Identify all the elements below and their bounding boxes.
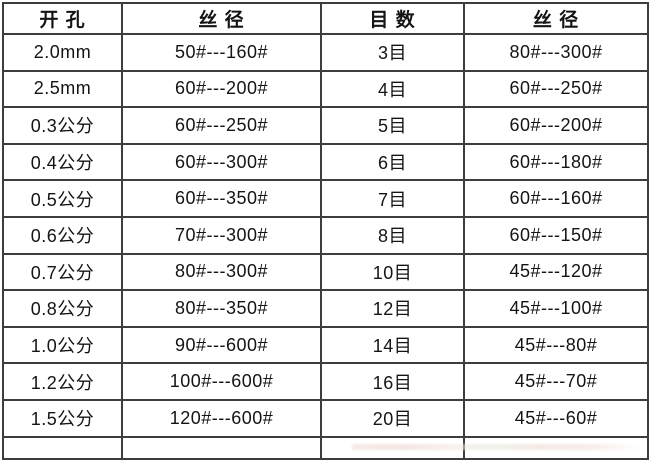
table-cell: 4目 [322,71,465,109]
table-cell: 60#---350# [123,181,322,218]
table-cell: 90#---600# [123,327,322,365]
table-cell-empty [465,438,647,458]
table-cell: 3目 [322,35,465,72]
table-cell: 60#---180# [465,145,647,182]
table-cell: 45#---100# [465,291,647,328]
column-header-wire-diameter-2: 丝 径 [465,4,647,35]
table-cell: 0.5公分 [4,181,123,218]
table-cell-empty [322,437,465,458]
table-cell: 0.4公分 [4,144,123,182]
table-cell: 16目 [322,364,465,401]
table-cell: 70#---300# [123,217,322,255]
table-cell: 1.2公分 [4,364,123,401]
table-cell: 0.3公分 [4,108,123,145]
table-cell: 2.0mm [4,35,123,72]
table-cell: 60#---160# [465,181,647,218]
table-cell-empty [123,437,322,458]
table-cell: 7目 [322,181,465,218]
table-cell: 8目 [322,217,465,255]
table-cell: 45#---120# [465,255,647,292]
column-header-wire-diameter: 丝 径 [123,4,322,35]
table-cell: 14目 [322,327,465,365]
table-cell: 6目 [322,144,465,182]
table-cell: 120#---600# [123,400,322,438]
table-cell: 80#---300# [123,254,322,292]
table-cell: 5目 [322,108,465,145]
column-header-opening: 开 孔 [4,4,123,35]
table-cell: 2.5mm [4,71,123,109]
table-cell: 0.7公分 [4,254,123,292]
table-cell: 45#---70# [465,364,647,401]
table-cell: 60#---300# [123,144,322,182]
table-cell: 60#---200# [123,71,322,109]
table-cell: 20目 [322,400,465,438]
table-cell: 60#---250# [465,72,647,109]
table-cell: 0.8公分 [4,291,123,328]
table-cell: 60#---250# [123,108,322,145]
table-cell: 80#---350# [123,291,322,328]
table-cell: 0.6公分 [4,217,123,255]
table-cell: 50#---160# [123,35,322,72]
table-cell: 45#---60# [465,401,647,438]
column-header-mesh-count: 目 数 [322,4,465,35]
table-cell: 1.5公分 [4,400,123,438]
table-cell: 12目 [322,291,465,328]
table-cell: 100#---600# [123,364,322,401]
table-cell: 10目 [322,254,465,292]
table-cell-empty [4,437,123,458]
table-cell: 80#---300# [465,35,647,72]
table-cell: 60#---200# [465,108,647,145]
table-cell: 60#---150# [465,218,647,255]
table-cell: 1.0公分 [4,327,123,365]
table-cell: 45#---80# [465,328,647,365]
